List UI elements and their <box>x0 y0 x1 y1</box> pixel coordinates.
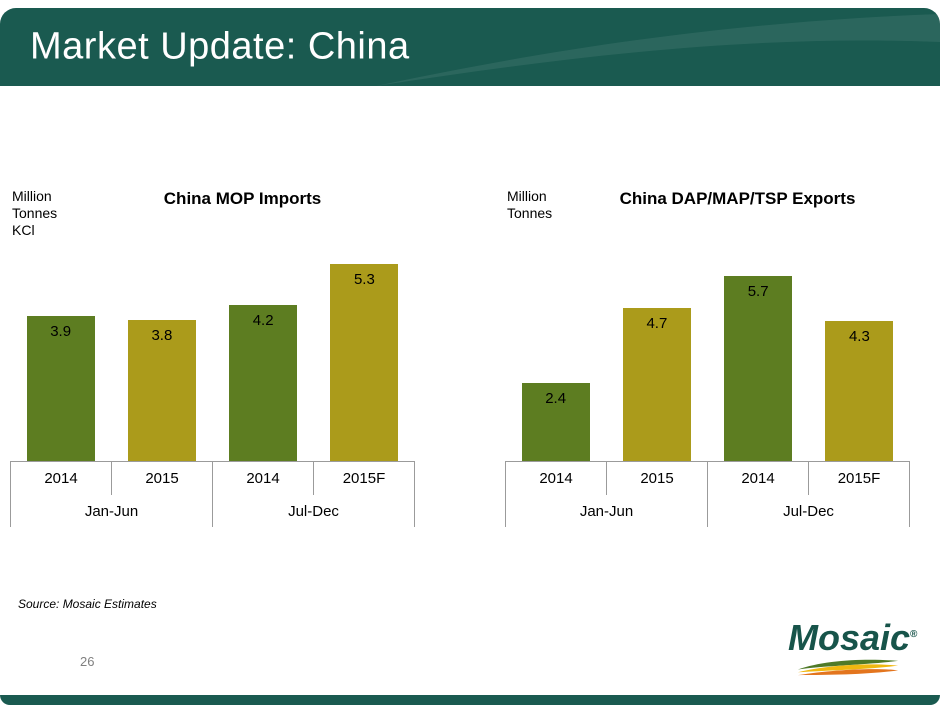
bar: 2.4 <box>521 383 590 461</box>
bar-value-label: 4.2 <box>252 312 274 329</box>
mosaic-logo: Mosaic® <box>788 617 917 679</box>
group-label: Jan-Jun <box>506 495 708 527</box>
chart-title: China DAP/MAP/TSP Exports <box>619 189 856 208</box>
bar-slot: 3.9 <box>10 216 111 461</box>
bar-slot: 4.2 <box>213 216 314 461</box>
plot-area: 3.9 3.8 4.2 5.3 <box>10 216 415 461</box>
bar: 5.7 <box>724 276 793 461</box>
year-label: 2015F <box>837 470 881 487</box>
bar-slot: 5.7 <box>708 216 809 461</box>
source-note: Source: Mosaic Estimates <box>18 597 157 611</box>
bar: 4.3 <box>825 321 894 461</box>
bar: 4.2 <box>229 305 298 461</box>
group-label: Jul-Dec <box>783 502 834 520</box>
bar: 3.8 <box>127 320 196 461</box>
charts-area: Million Tonnes KCl China MOP Imports 3.9 3.… <box>0 186 940 527</box>
bar-slot: 4.7 <box>606 216 707 461</box>
slide-title: Market Update: China <box>30 25 410 68</box>
chart-china-dap-map-tsp-exports: Million Tonnes China DAP/MAP/TSP Exports … <box>505 186 910 527</box>
year-label: 2014 <box>506 462 607 495</box>
bar: 5.3 <box>330 264 399 461</box>
y-axis-unit-label: Million Tonnes KCl <box>12 188 58 238</box>
header-accent-curve <box>376 14 940 86</box>
bar-value-label: 2.4 <box>545 390 567 407</box>
chart-title: China MOP Imports <box>163 189 322 208</box>
chart-china-mop-imports: Million Tonnes KCl China MOP Imports 3.9 3.… <box>10 186 415 527</box>
year-label: 2014 <box>11 462 112 495</box>
year-label: 2014 <box>213 462 314 495</box>
y-axis-unit-label: Million Tonnes <box>507 188 553 221</box>
group-label: Jul-Dec <box>288 502 339 520</box>
bar-value-label: 5.3 <box>353 271 375 288</box>
group-label: Jan-Jun <box>11 495 213 527</box>
plot-area: 2.4 4.7 5.7 4.3 <box>505 216 910 461</box>
bar-value-label: 5.7 <box>747 283 769 300</box>
bar-value-label: 3.9 <box>50 323 72 340</box>
x-axis-group-labels: Jan-Jun Jul-Dec <box>505 495 910 527</box>
mosaic-logo-swoosh-icon <box>797 659 899 676</box>
x-axis-year-labels: 2014 2015 2014 2015F <box>505 461 910 495</box>
bar-slot: 5.3 <box>314 216 415 461</box>
slide-header: Market Update: China <box>0 8 940 86</box>
chart-head: Million Tonnes KCl China MOP Imports <box>10 186 415 238</box>
bottom-bar <box>0 695 940 705</box>
bar-slot: 4.3 <box>809 216 910 461</box>
bar-value-label: 3.8 <box>151 327 173 344</box>
chart-head: Million Tonnes China DAP/MAP/TSP Exports <box>505 186 910 221</box>
x-axis-year-labels: 2014 2015 2014 2015F <box>10 461 415 495</box>
bar: 4.7 <box>622 308 691 461</box>
bar-slot: 2.4 <box>505 216 606 461</box>
year-label: 2014 <box>708 462 809 495</box>
x-axis-group-labels: Jan-Jun Jul-Dec <box>10 495 415 527</box>
mosaic-logo-brand: Mosaic <box>788 617 911 658</box>
page-number: 26 <box>80 654 95 669</box>
bar-value-label: 4.3 <box>848 328 870 345</box>
year-label: 2015 <box>112 462 213 495</box>
mosaic-logo-wordmark: Mosaic® <box>788 617 917 658</box>
bar: 3.9 <box>26 316 95 461</box>
bar-value-label: 4.7 <box>646 315 668 332</box>
bar-slot: 3.8 <box>111 216 212 461</box>
year-label: 2015F <box>342 470 386 487</box>
year-label: 2015 <box>607 462 708 495</box>
registered-trademark-symbol: ® <box>910 629 918 640</box>
